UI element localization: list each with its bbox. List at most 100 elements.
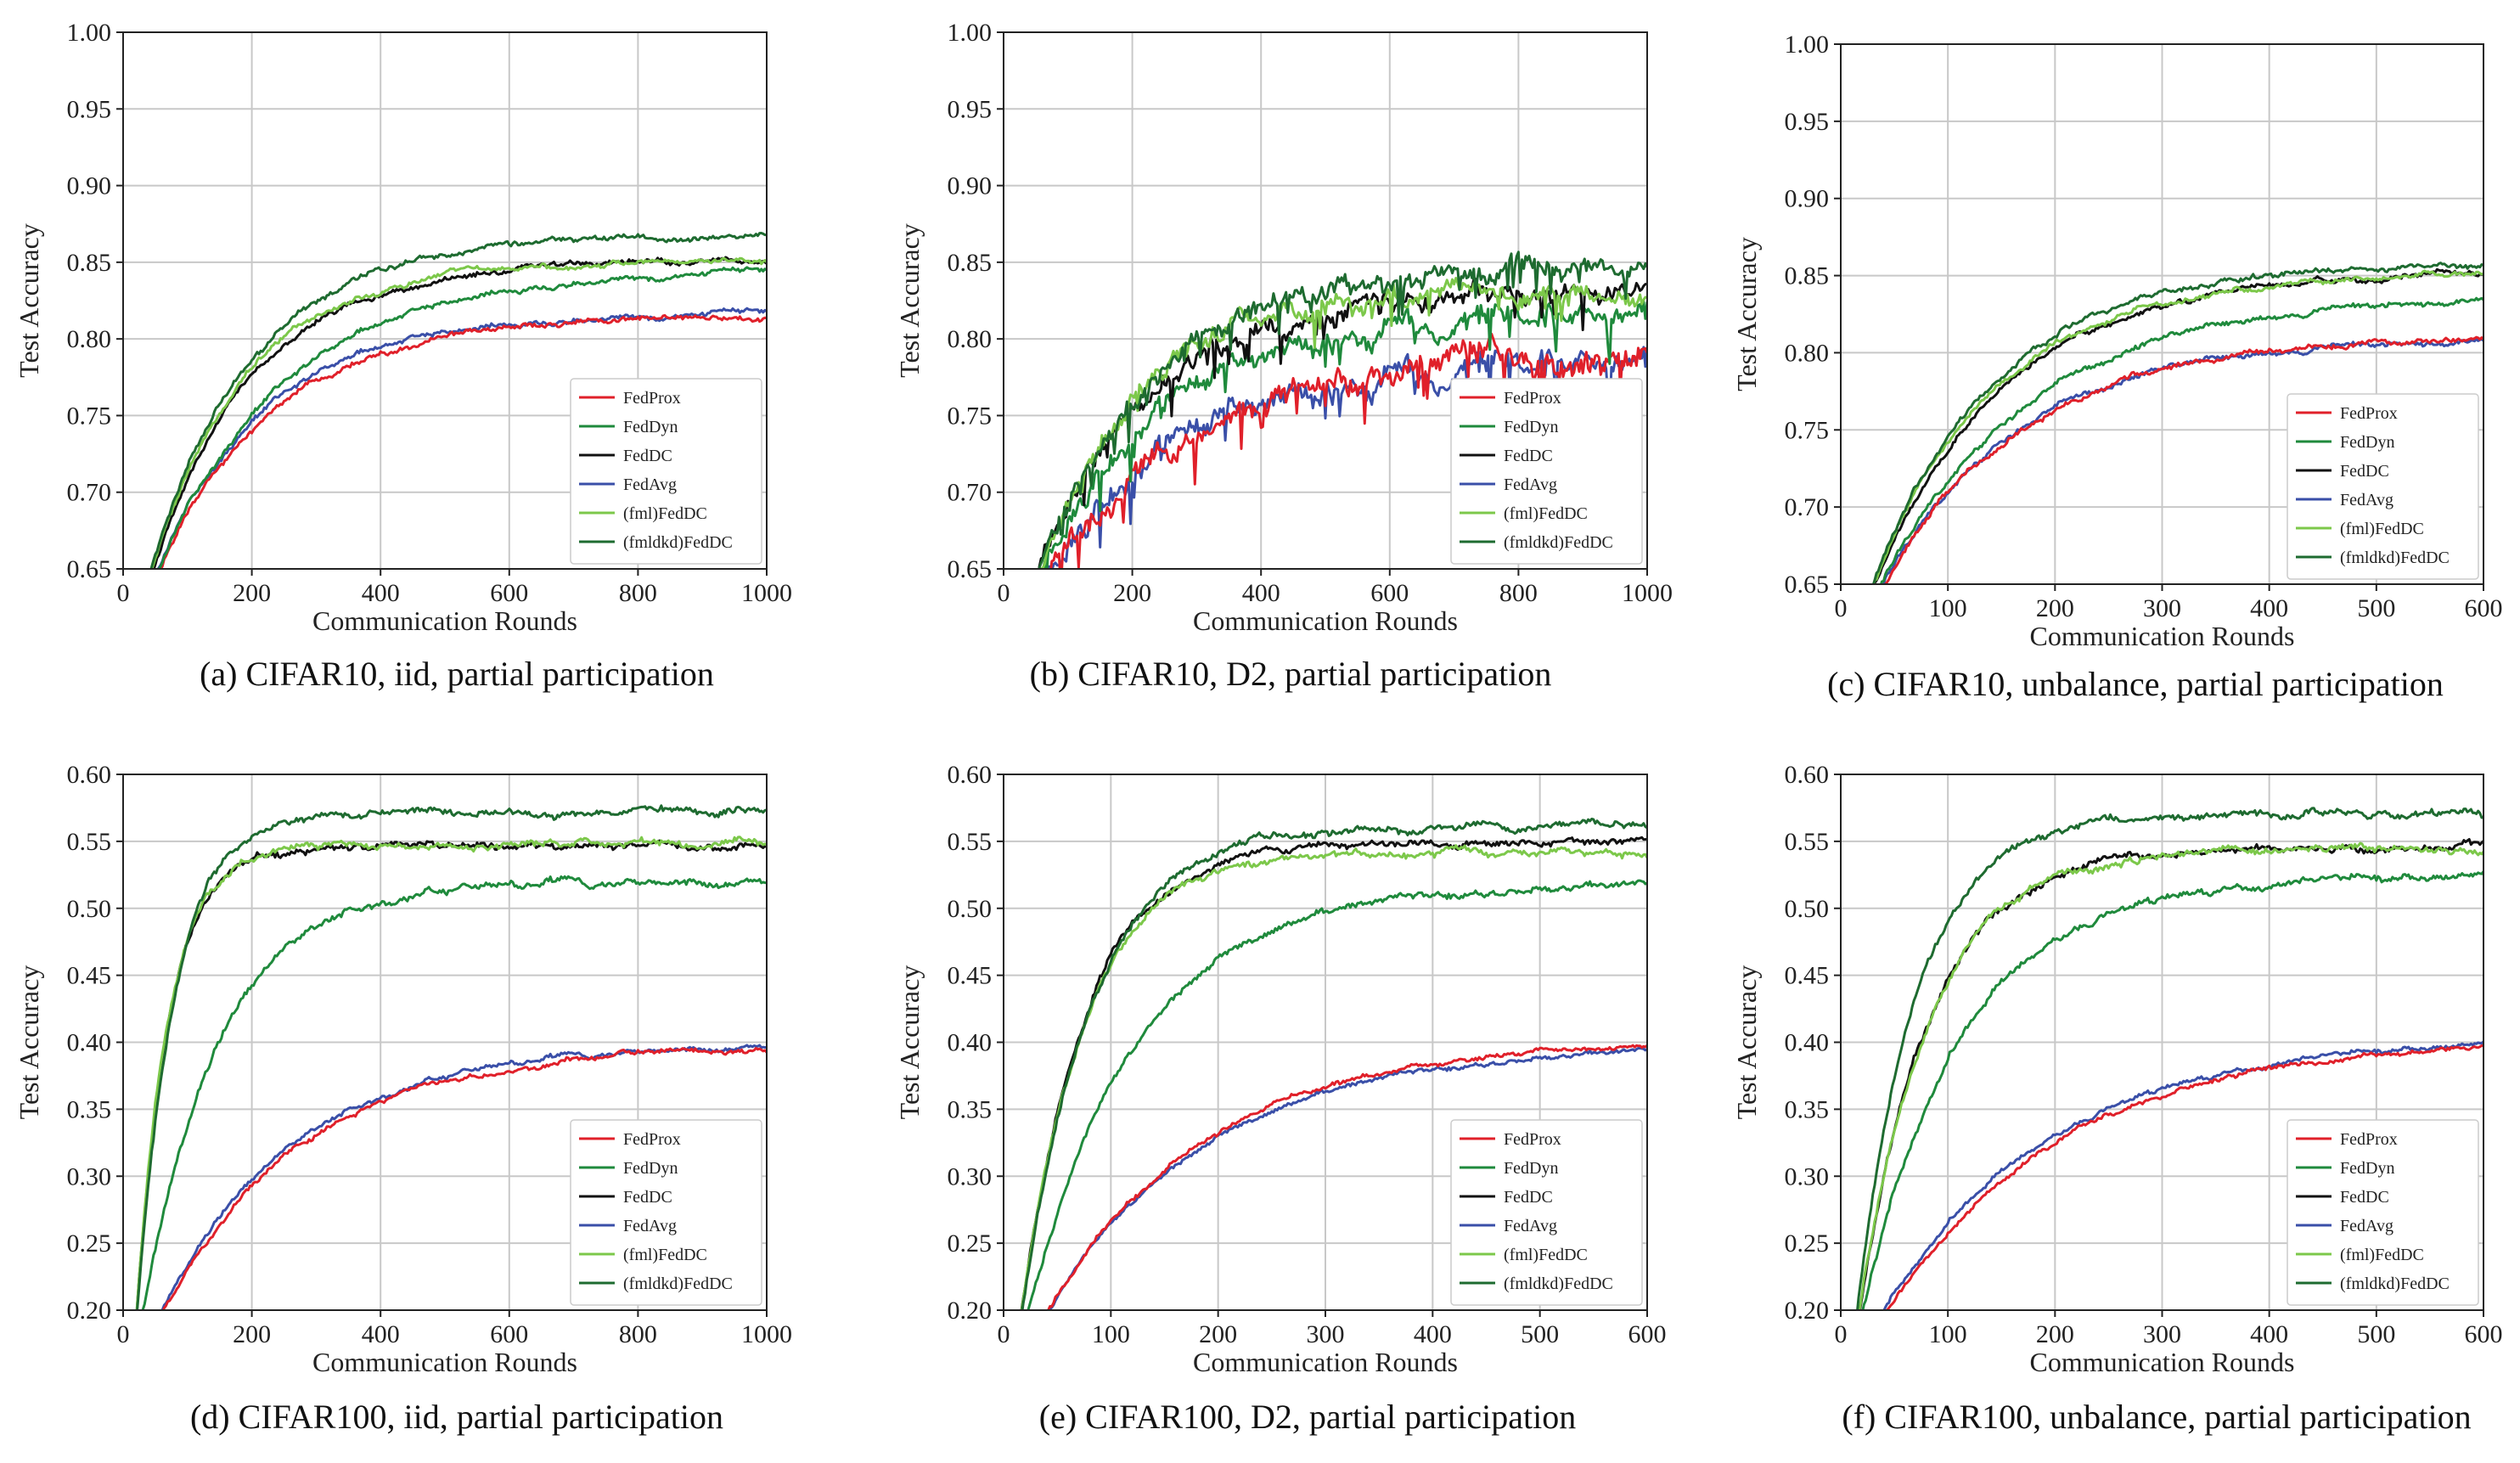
series-line-fmldkdfeddc (1038, 250, 1647, 569)
y-tick-label: 0.50 (948, 895, 993, 923)
series-line-fmlfeddc (1872, 269, 2483, 584)
series-line-fmldkdfeddc (1021, 818, 1647, 1310)
y-tick-label: 0.55 (948, 828, 993, 856)
legend-entry: FedDyn (2340, 1159, 2394, 1178)
plot-frame (1840, 43, 2484, 585)
y-axis-label: Test Accuracy (14, 965, 44, 1120)
x-tick-label: 1000 (741, 579, 792, 607)
y-axis-label: Test Accuracy (14, 223, 44, 378)
y-tick-label: 0.50 (67, 895, 112, 923)
y-tick-label: 0.40 (1785, 1029, 1830, 1057)
y-axis-label: Test Accuracy (1731, 237, 1762, 391)
legend-entry: FedDyn (623, 1159, 678, 1178)
legend-entry: (fmldkd)FedDC (1504, 1274, 1613, 1293)
x-axis-label: Communication Rounds (2030, 621, 2295, 651)
y-tick-label: 0.85 (948, 249, 993, 277)
chart-panel-4: 0 100 200 300 400 500 600 0.20 0.25 0.30 0.35 0.40 0… (894, 761, 1667, 1377)
series-group (149, 232, 767, 569)
x-tick-label: 400 (2250, 1320, 2288, 1348)
series-group (135, 804, 767, 1310)
series-line-feddyn (141, 875, 767, 1310)
y-tick-label: 0.40 (948, 1029, 993, 1057)
x-tick-label: 1000 (1622, 579, 1673, 607)
x-tick-label: 500 (2357, 594, 2395, 622)
x-axis-label: Communication Rounds (312, 1347, 577, 1377)
x-tick-label: 600 (2465, 1320, 2503, 1348)
x-tick-label: 800 (619, 1320, 657, 1348)
legend-entry: FedDC (623, 447, 672, 465)
plot-frame (1003, 31, 1648, 570)
series-line-fmldkdfeddc (149, 232, 767, 569)
y-tick-label: 0.80 (67, 325, 112, 353)
legend-box (570, 1119, 762, 1306)
x-tick-label: 300 (2143, 1320, 2181, 1348)
x-tick-label: 600 (1370, 579, 1409, 607)
legend-entry: FedAvg (2340, 491, 2393, 509)
caption-d: (d) CIFAR100, iid, partial participation (189, 1398, 724, 1436)
y-tick-label: 0.95 (948, 95, 993, 123)
legend-entry: FedProx (1504, 1130, 1561, 1149)
series-line-fmlfeddc (150, 256, 767, 569)
plot-frame (1003, 774, 1648, 1311)
y-tick-label: 0.20 (948, 1297, 993, 1325)
legend-entry: (fml)FedDC (623, 504, 707, 523)
series-line-fedprox (160, 313, 767, 569)
legend-box (1450, 378, 1643, 565)
series-line-fmlfeddc (135, 836, 767, 1310)
y-tick-label: 0.60 (1785, 761, 1830, 789)
y-tick-label: 0.60 (67, 761, 112, 789)
y-axis-label: Test Accuracy (894, 965, 925, 1120)
plot-frame (1840, 774, 2484, 1311)
x-tick-label: 400 (1414, 1320, 1452, 1348)
x-axis-label: Communication Rounds (312, 605, 577, 636)
legend-entry: (fmldkd)FedDC (623, 1274, 733, 1293)
legend-entry: (fmldkd)FedDC (2340, 549, 2450, 567)
series-line-feddyn (1038, 300, 1647, 569)
y-tick-label: 0.80 (948, 325, 993, 353)
y-tick-label: 0.50 (1785, 895, 1830, 923)
series-line-feddc (1859, 838, 2483, 1310)
y-tick-label: 0.25 (67, 1229, 112, 1258)
x-tick-label: 400 (2250, 594, 2288, 622)
y-tick-label: 0.55 (67, 828, 112, 856)
chart-panel-5: 0 100 200 300 400 500 600 0.20 0.25 0.30 0.35 0.40 0… (1731, 761, 2503, 1377)
y-tick-label: 0.75 (948, 402, 993, 430)
x-tick-label: 100 (1929, 594, 1967, 622)
x-tick-label: 600 (1628, 1320, 1667, 1348)
x-axis-label: Communication Rounds (1193, 1347, 1458, 1377)
chart-panel-0: 0 200 400 600 800 1000 0.65 0.70 0.75 0.80 0.85 0.9… (14, 19, 792, 636)
legend-entry: FedAvg (623, 1217, 677, 1235)
x-tick-label: 0 (1835, 1320, 1848, 1348)
y-tick-label: 0.35 (67, 1095, 112, 1123)
legend-entry: (fml)FedDC (2340, 520, 2424, 538)
series-line-feddyn (1861, 870, 2483, 1310)
series-group (1038, 250, 1647, 569)
chart-panel-1: 0 200 400 600 800 1000 0.65 0.70 0.75 0.80 0.85 0.9… (894, 19, 1673, 636)
series-line-fedprox (1046, 1044, 1647, 1310)
legend-box (2287, 393, 2479, 580)
y-tick-label: 0.30 (948, 1162, 993, 1190)
legend-box (1450, 1119, 1643, 1306)
series-group (1856, 807, 2483, 1310)
series-line-feddyn (1027, 879, 1647, 1310)
y-tick-label: 0.95 (1785, 108, 1830, 136)
legend-entry: FedDC (2340, 462, 2389, 481)
x-tick-label: 800 (1499, 579, 1538, 607)
legend-entry: FedDyn (1504, 418, 1558, 436)
y-tick-label: 0.45 (948, 962, 993, 990)
y-tick-label: 0.95 (67, 95, 112, 123)
legend-entry: FedDC (623, 1188, 672, 1207)
y-tick-label: 0.85 (1785, 262, 1830, 290)
series-line-fmlfeddc (1020, 844, 1647, 1310)
x-axis-label: Communication Rounds (2030, 1347, 2295, 1377)
legend-entry: FedAvg (2340, 1217, 2393, 1235)
x-tick-label: 1000 (741, 1320, 792, 1348)
y-tick-label: 0.70 (948, 479, 993, 507)
legend-entry: FedProx (623, 1130, 681, 1149)
y-tick-label: 0.20 (67, 1297, 112, 1325)
y-tick-label: 0.65 (948, 555, 993, 583)
y-tick-label: 0.35 (948, 1095, 993, 1123)
y-tick-label: 0.75 (1785, 416, 1830, 444)
series-line-fedavg (1882, 1040, 2483, 1310)
